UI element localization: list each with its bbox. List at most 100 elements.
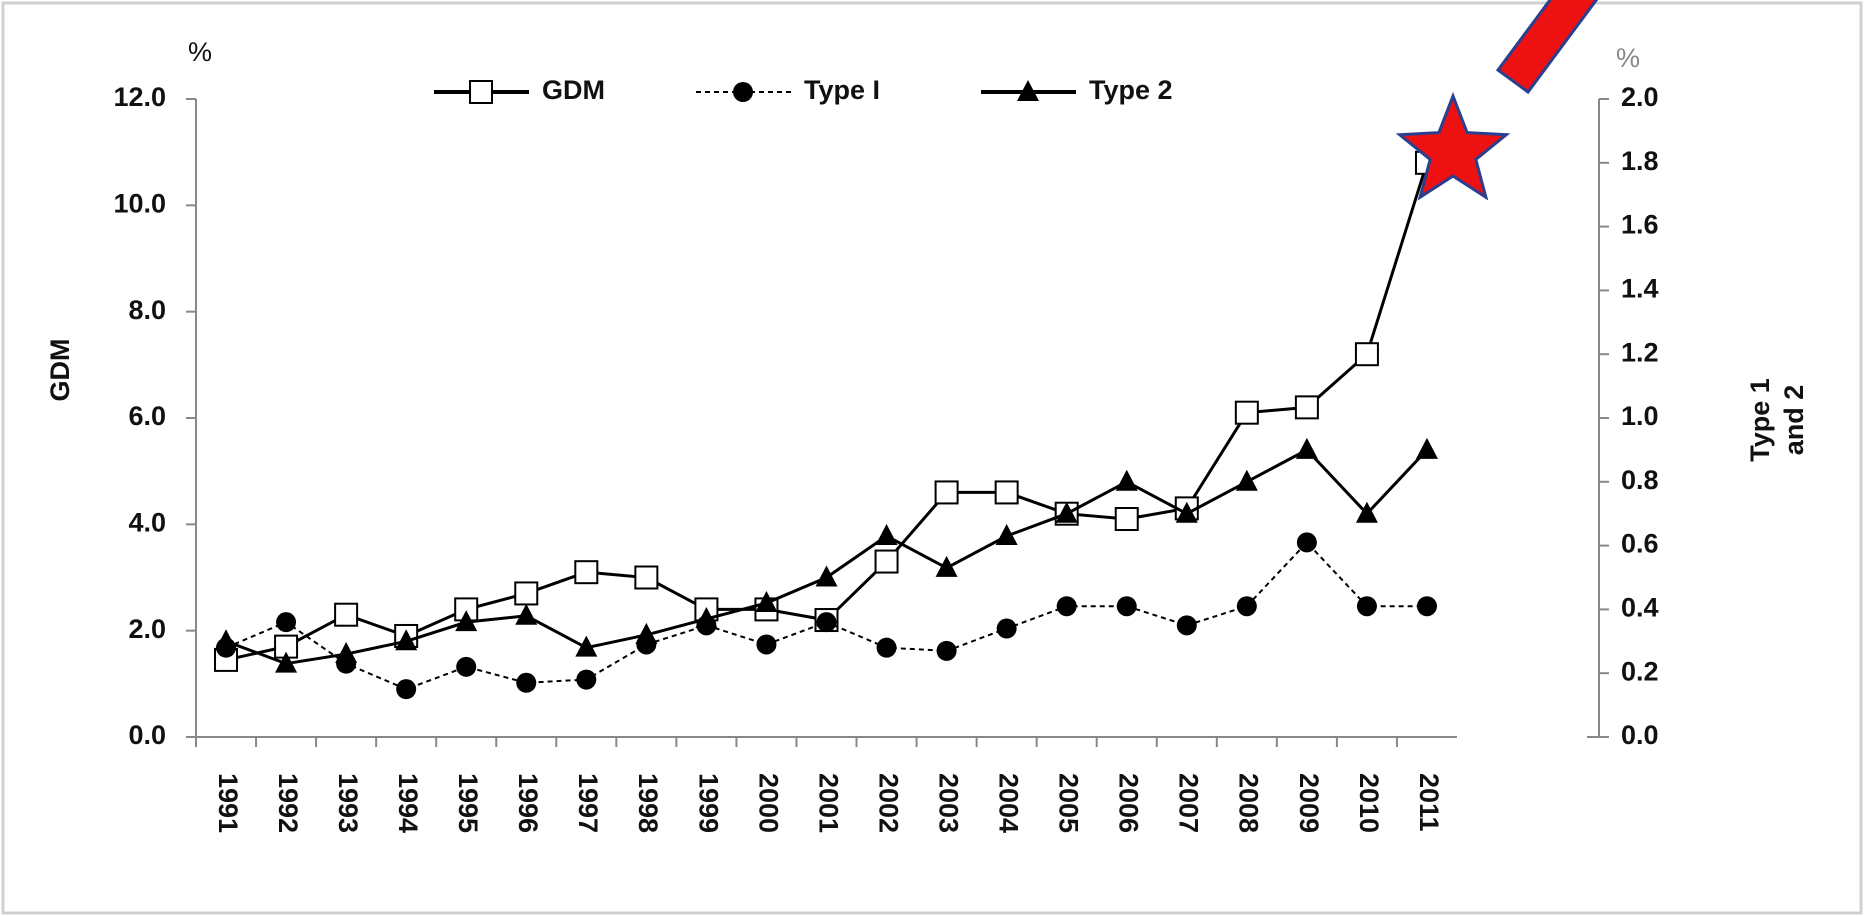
marker	[1296, 532, 1317, 553]
legend-label: Type I	[804, 75, 880, 105]
x-tick-label: 1994	[393, 773, 423, 833]
star	[1395, 91, 1511, 201]
y2-tick-label: 0.8	[1621, 465, 1659, 495]
y2-tick-label: 0.6	[1621, 529, 1659, 559]
y2-tick-label: 0.0	[1621, 720, 1659, 750]
y-tick-label: 2.0	[128, 614, 166, 644]
y-unit: %	[188, 37, 212, 67]
marker	[1175, 501, 1198, 523]
marker	[456, 656, 477, 677]
y2-tick-label: 2.0	[1621, 82, 1659, 112]
marker	[996, 618, 1017, 639]
marker	[755, 591, 778, 613]
arrow	[1495, 0, 1599, 95]
marker	[756, 634, 777, 655]
x-tick-label: 2011	[1414, 773, 1444, 832]
marker	[574, 560, 599, 585]
x-tick-label: 1995	[453, 773, 483, 833]
marker	[1416, 596, 1437, 617]
marker	[874, 549, 899, 574]
marker	[276, 612, 297, 633]
x-tick-label: 1992	[273, 773, 303, 833]
x-tick-label: 1999	[693, 773, 723, 833]
marker	[469, 80, 493, 104]
marker	[1056, 596, 1077, 617]
y2-tick-label: 1.2	[1621, 337, 1659, 367]
marker	[515, 603, 538, 625]
marker	[395, 629, 418, 651]
series	[215, 437, 1438, 673]
marker	[995, 524, 1018, 546]
marker	[1355, 501, 1378, 523]
marker	[1236, 596, 1257, 617]
marker	[1354, 342, 1379, 367]
marker	[936, 640, 957, 661]
marker	[935, 555, 958, 577]
marker	[1017, 80, 1039, 101]
legend-label: Type 2	[1089, 75, 1173, 105]
y-tick-label: 10.0	[113, 188, 166, 218]
x-tick-label: 2005	[1054, 773, 1084, 833]
marker	[275, 651, 298, 673]
y-axis-label: GDM	[45, 339, 75, 402]
marker	[1114, 507, 1139, 532]
marker	[335, 642, 358, 664]
marker	[1115, 469, 1138, 491]
x-tick-label: 2006	[1114, 773, 1144, 833]
marker	[1356, 596, 1377, 617]
marker	[455, 610, 478, 632]
x-tick-label: 2001	[813, 773, 843, 833]
marker	[876, 637, 897, 658]
x-tick-label: 1996	[513, 773, 543, 833]
y2-axis-label: and 2	[1779, 385, 1809, 456]
marker	[1415, 437, 1438, 459]
series	[214, 150, 1439, 672]
y-tick-label: 4.0	[128, 507, 166, 537]
marker	[994, 480, 1019, 505]
y2-tick-label: 0.2	[1621, 656, 1659, 686]
y-tick-label: 6.0	[128, 401, 166, 431]
x-tick-label: 1991	[213, 773, 243, 833]
marker	[334, 602, 359, 627]
marker	[635, 622, 658, 644]
marker	[516, 672, 537, 693]
y2-tick-label: 1.6	[1621, 210, 1659, 240]
marker	[396, 679, 417, 700]
x-tick-label: 1993	[333, 773, 363, 833]
legend-label: GDM	[542, 75, 605, 105]
marker	[934, 480, 959, 505]
marker	[514, 581, 539, 606]
y-tick-label: 12.0	[113, 82, 166, 112]
x-tick-label: 2010	[1354, 773, 1384, 833]
y2-unit: %	[1616, 43, 1640, 73]
x-tick-label: 2009	[1294, 773, 1324, 833]
marker	[634, 565, 659, 590]
marker	[733, 82, 753, 102]
x-tick-label: 2003	[933, 773, 963, 833]
y-tick-label: 0.0	[128, 720, 166, 750]
x-tick-label: 1997	[573, 773, 603, 833]
marker	[1055, 501, 1078, 523]
marker	[1234, 400, 1259, 425]
x-tick-label: 2002	[873, 773, 903, 833]
marker	[1176, 615, 1197, 636]
marker	[816, 612, 837, 633]
marker	[815, 565, 838, 587]
marker	[1116, 596, 1137, 617]
marker	[1235, 469, 1258, 491]
y2-tick-label: 0.4	[1621, 593, 1659, 623]
y2-tick-label: 1.0	[1621, 401, 1659, 431]
x-tick-label: 2008	[1234, 773, 1264, 833]
marker	[215, 629, 238, 651]
marker	[1294, 395, 1319, 420]
marker	[875, 524, 898, 546]
x-tick-label: 1998	[633, 773, 663, 833]
y-tick-label: 8.0	[128, 295, 166, 325]
x-tick-label: 2007	[1174, 773, 1204, 833]
y2-tick-label: 1.8	[1621, 146, 1659, 176]
marker	[695, 606, 718, 628]
x-tick-label: 2004	[994, 773, 1024, 833]
